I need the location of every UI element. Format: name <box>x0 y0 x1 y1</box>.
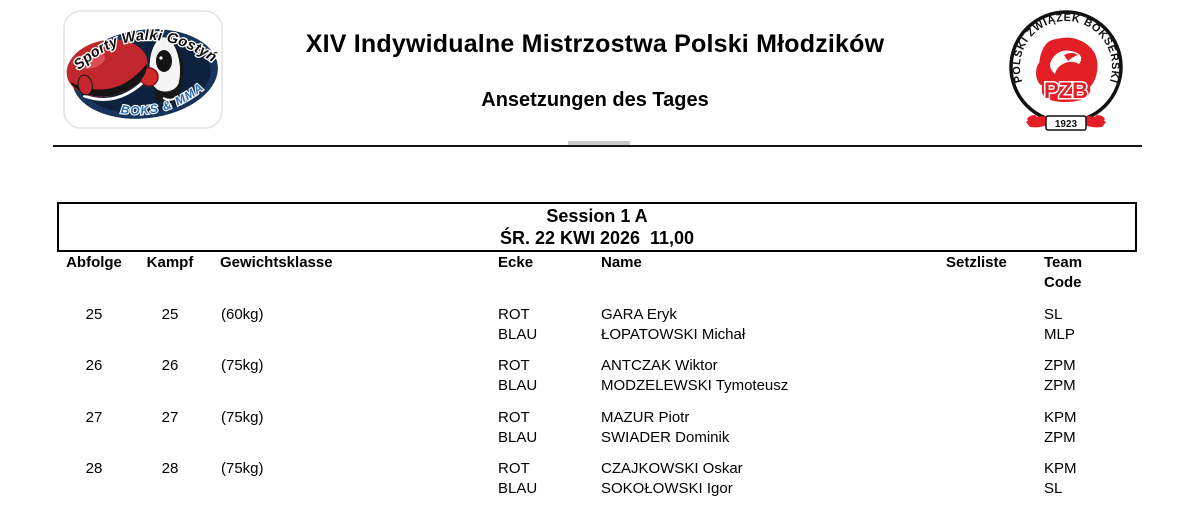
column-header-team: Team <box>1044 254 1083 271</box>
team-code-blue: SL <box>1044 480 1063 497</box>
corner-label-blue: BLAU <box>498 429 538 446</box>
column-header-code: Code <box>1044 274 1082 291</box>
boxer-name-red: MAZUR Piotr <box>601 409 690 426</box>
table-header-row: Abfolge Kampf Gewichtsklasse Ecke Name S… <box>0 253 1190 293</box>
boxer-name-red: ANTCZAK Wiktor <box>601 357 718 374</box>
federation-logo-pzb: PZB POLSKI ZWIĄZEK BOKSERSKI 1923 <box>1002 5 1134 141</box>
bout-abfolge: 26 <box>85 357 103 374</box>
bout-row-25: 25 25 (60kg) ROT BLAU GARA Eryk ŁOPATOWS… <box>0 305 1190 346</box>
column-header-gewichtsklasse: Gewichtsklasse <box>220 254 333 271</box>
boxer-name-red: CZAJKOWSKI Oskar <box>601 460 743 477</box>
bout-kampf: 28 <box>161 460 179 477</box>
session-header-box: Session 1 A ŚR. 22 KWI 2026 11,00 <box>57 202 1137 252</box>
bout-weight-class: (60kg) <box>221 306 264 323</box>
bout-abfolge: 28 <box>85 460 103 477</box>
corner-label-red: ROT <box>498 357 530 374</box>
column-header-ecke: Ecke <box>498 254 534 271</box>
bout-kampf: 26 <box>161 357 179 374</box>
bout-row-28: 28 28 (75kg) ROT BLAU CZAJKOWSKI Oskar S… <box>0 459 1190 500</box>
bout-abfolge: 27 <box>85 409 103 426</box>
team-code-red: SL <box>1044 306 1063 323</box>
divider-handle-mark <box>568 141 630 145</box>
bout-weight-class: (75kg) <box>221 357 264 374</box>
boxer-name-blue: MODZELEWSKI Tymoteusz <box>601 377 789 394</box>
document-subtitle: Ansetzungen des Tages <box>481 89 709 111</box>
column-header-abfolge: Abfolge <box>66 254 122 271</box>
corner-label-blue: BLAU <box>498 480 538 497</box>
boxing-club-logo-icon: Sporty Walki Gostyń BOKS & MMA <box>63 10 223 129</box>
team-code-red: KPM <box>1044 460 1077 477</box>
bout-weight-class: (75kg) <box>221 409 264 426</box>
column-header-kampf: Kampf <box>146 254 194 271</box>
boxer-name-blue: ŁOPATOWSKI Michał <box>601 326 746 343</box>
boxer-name-blue: SWIADER Dominik <box>601 429 730 446</box>
bout-abfolge: 25 <box>85 306 103 323</box>
header-divider-line <box>53 145 1142 147</box>
corner-label-blue: BLAU <box>498 377 538 394</box>
team-code-blue: ZPM <box>1044 377 1076 394</box>
corner-label-red: ROT <box>498 409 530 426</box>
pzb-year-text: 1923 <box>1055 119 1078 130</box>
boxer-name-blue: SOKOŁOWSKI Igor <box>601 480 733 497</box>
team-code-red: ZPM <box>1044 357 1076 374</box>
team-code-red: KPM <box>1044 409 1077 426</box>
corner-label-blue: BLAU <box>498 326 538 343</box>
session-title: Session 1 A <box>546 206 648 226</box>
bout-kampf: 27 <box>161 409 179 426</box>
pzb-logo-icon: PZB POLSKI ZWIĄZEK BOKSERSKI 1923 <box>1009 10 1123 131</box>
boxer-name-red: GARA Eryk <box>601 306 677 323</box>
bout-kampf: 25 <box>161 306 179 323</box>
column-header-setzliste: Setzliste <box>946 254 1007 271</box>
document-title: XIV Indywidualne Mistrzostwa Polski Młod… <box>305 30 885 58</box>
club-logo-sporty-walki-gostyn: Sporty Walki Gostyń BOKS & MMA <box>63 10 223 129</box>
column-header-name: Name <box>601 254 642 271</box>
team-code-blue: ZPM <box>1044 429 1076 446</box>
session-datetime: ŚR. 22 KWI 2026 11,00 <box>499 228 695 248</box>
team-code-blue: MLP <box>1044 326 1075 343</box>
pzb-acronym-text: PZB <box>1044 78 1088 103</box>
corner-label-red: ROT <box>498 460 530 477</box>
bout-weight-class: (75kg) <box>221 460 264 477</box>
corner-label-red: ROT <box>498 306 530 323</box>
bout-row-27: 27 27 (75kg) ROT BLAU MAZUR Piotr SWIADE… <box>0 408 1190 449</box>
bout-row-26: 26 26 (75kg) ROT BLAU ANTCZAK Wiktor MOD… <box>0 356 1190 397</box>
